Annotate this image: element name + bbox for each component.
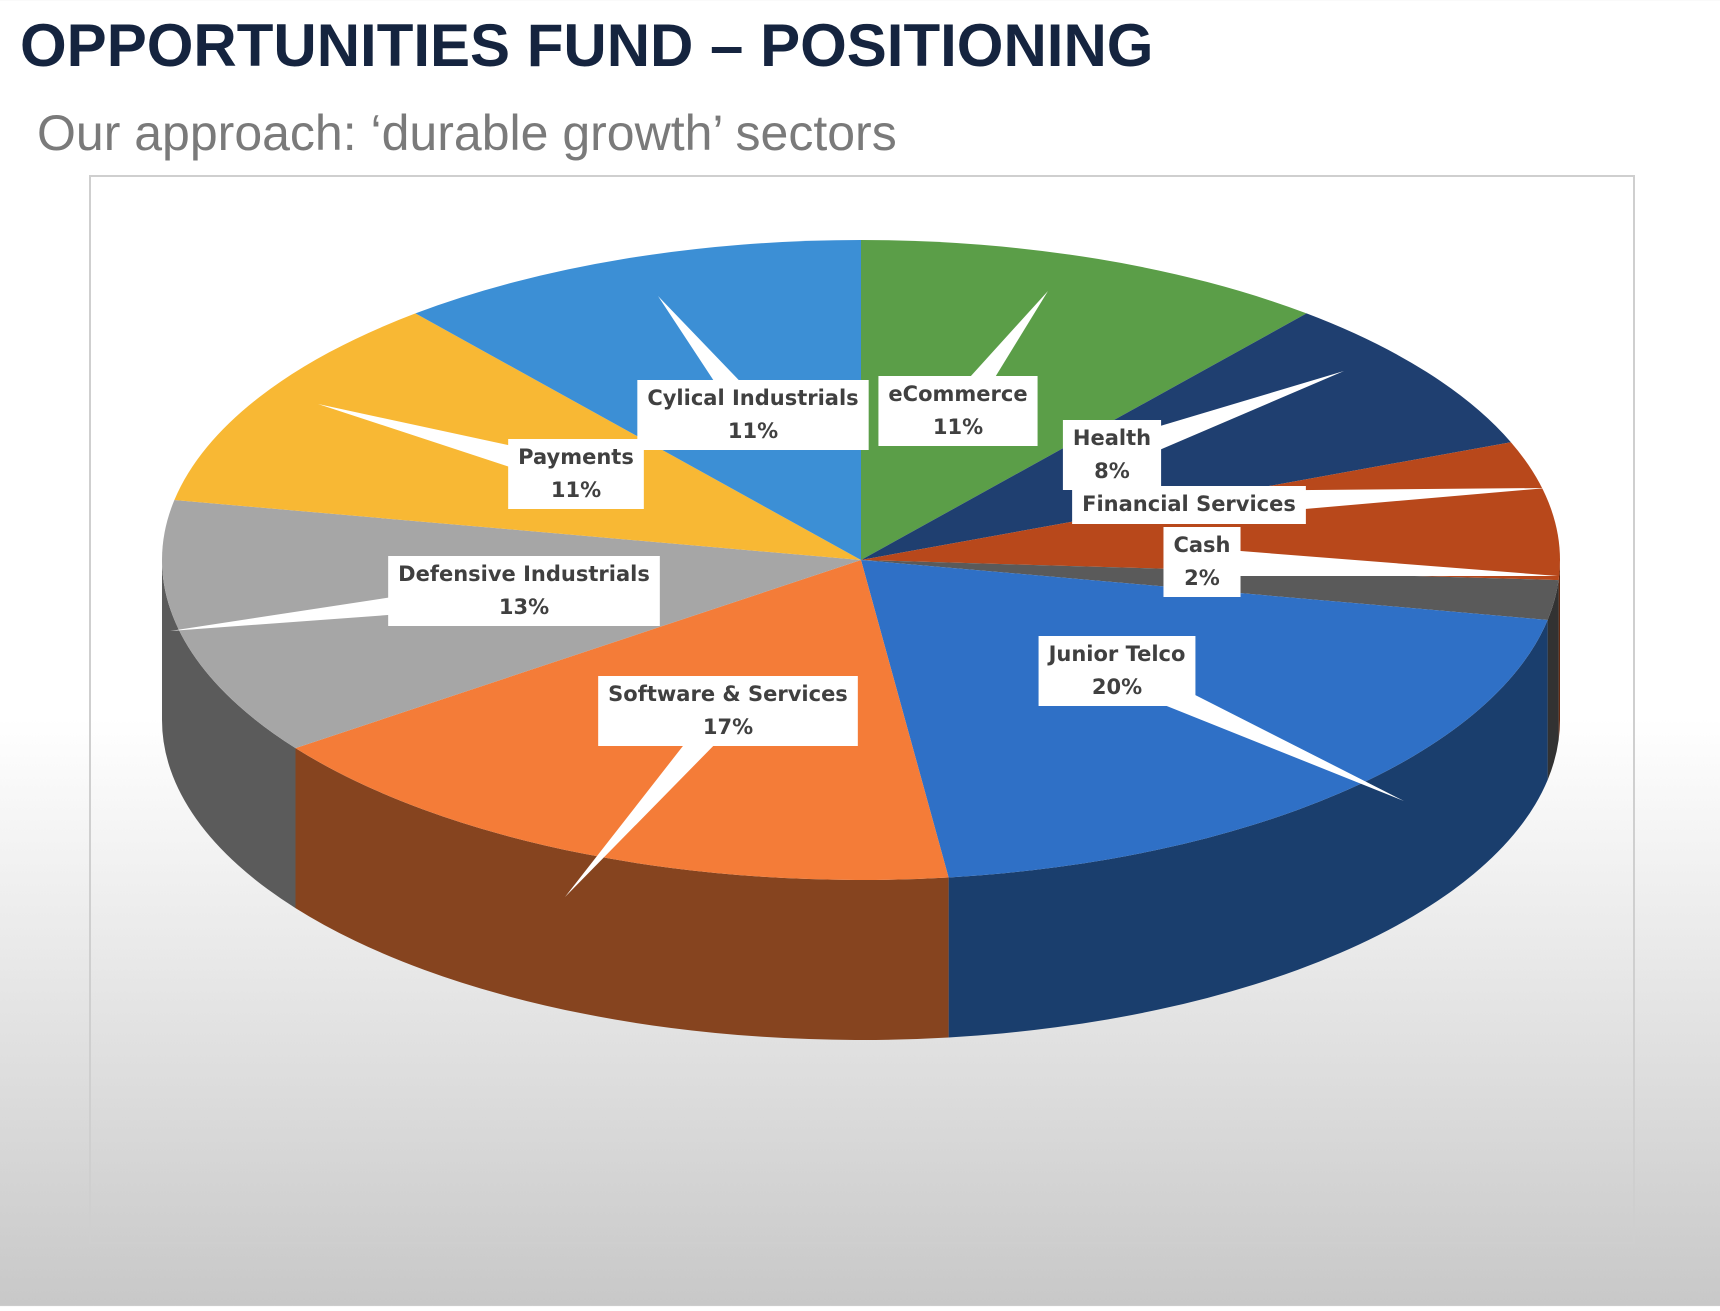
label-pointer xyxy=(658,296,764,424)
data-label: Defensive Industrials 13% xyxy=(170,556,660,631)
slice xyxy=(861,240,1307,560)
data-label: eCommerce 11% xyxy=(878,291,1048,446)
label-name: Software & Services xyxy=(608,682,848,706)
label-pointer xyxy=(1188,488,1547,519)
data-label: Cylical Industrials 11% xyxy=(637,296,869,450)
label-pointer xyxy=(565,701,739,897)
label-name: Cash xyxy=(1173,533,1230,557)
label-value: 2% xyxy=(1184,566,1220,590)
slice xyxy=(174,313,861,560)
label-name: Health xyxy=(1073,426,1151,450)
label-pointer xyxy=(946,291,1048,420)
label-name: Financial Services xyxy=(1082,492,1296,516)
data-label: Junior Telco 20% xyxy=(1038,636,1404,801)
label-pointer xyxy=(318,404,580,488)
data-label: Financial Services xyxy=(1072,486,1547,524)
label-value: 13% xyxy=(499,595,549,619)
label-value: 8% xyxy=(1094,459,1130,483)
slice-side xyxy=(948,619,1548,1038)
label-pointer xyxy=(1107,371,1344,469)
data-label: Health 8% xyxy=(1062,371,1344,490)
label-name: Defensive Industrials xyxy=(398,562,650,586)
slice-side xyxy=(295,748,949,1040)
label-pointer xyxy=(170,577,526,631)
label-name: eCommerce xyxy=(888,382,1027,406)
label-value: 20% xyxy=(1092,675,1142,699)
data-label: Cash 2% xyxy=(1163,527,1558,597)
label-name: Payments xyxy=(518,445,634,469)
slice-side xyxy=(1547,580,1559,780)
label-name: Cylical Industrials xyxy=(647,386,858,410)
label-pointer xyxy=(1201,548,1558,576)
slice-side xyxy=(1558,560,1560,741)
data-label: Software & Services 17% xyxy=(565,676,858,897)
label-value: 11% xyxy=(933,415,983,439)
label-value: 17% xyxy=(703,715,753,739)
pie xyxy=(161,240,1561,1040)
labels: eCommerce 11% Health 8% Financial Services Ca… xyxy=(170,291,1558,897)
chart-frame xyxy=(89,175,1635,1244)
label-value: 11% xyxy=(728,419,778,443)
label-pointer xyxy=(1111,658,1404,801)
label-name: Junior Telco xyxy=(1047,642,1186,666)
slice-side xyxy=(162,560,296,909)
data-label: Payments 11% xyxy=(318,404,644,509)
slide-title: OPPORTUNITIES FUND – POSITIONING xyxy=(20,12,1153,79)
label-value: 11% xyxy=(551,478,601,502)
slide-subtitle: Our approach: ‘durable growth’ sectors xyxy=(37,105,897,161)
